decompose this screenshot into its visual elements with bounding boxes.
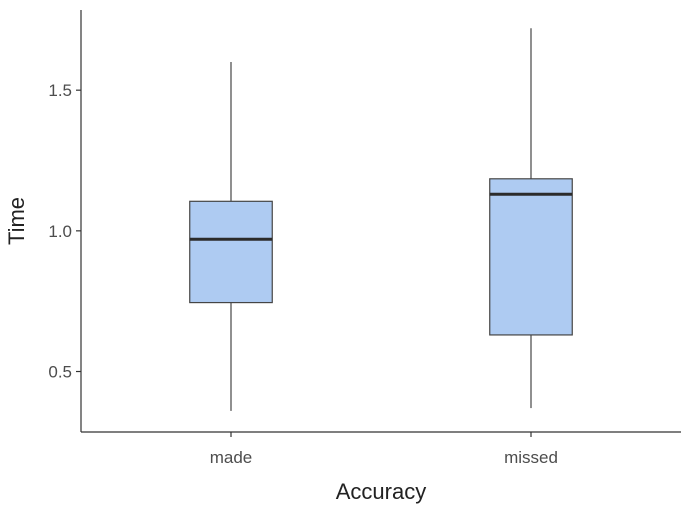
box-made	[189, 200, 273, 304]
y-tick-label-1.0: 1.0	[48, 222, 72, 241]
box-group-missed	[489, 28, 573, 409]
marks	[189, 28, 573, 411]
box-missed	[489, 178, 573, 336]
axes	[80, 10, 681, 433]
y-tick-label-0.5: 0.5	[48, 363, 72, 382]
x-tick-label-made: made	[210, 448, 253, 467]
y-axis-title: Time	[4, 197, 29, 245]
x-tick-label-missed: missed	[504, 448, 558, 467]
y-tick-label-1.5: 1.5	[48, 81, 72, 100]
ticks: made missed 0.5 1.0 1.5	[48, 81, 558, 467]
x-axis-title: Accuracy	[336, 479, 426, 504]
box-group-made	[189, 62, 273, 411]
